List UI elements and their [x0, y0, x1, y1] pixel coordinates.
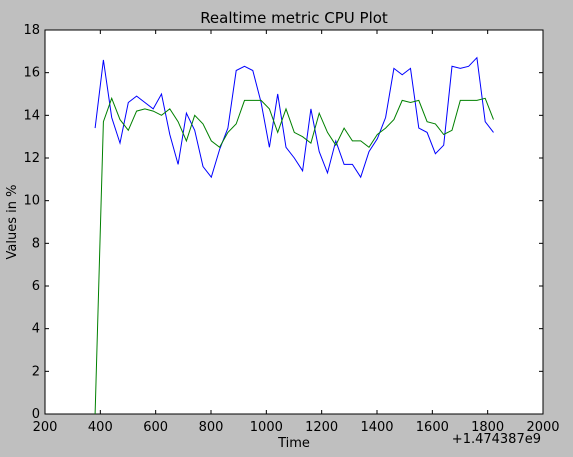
x-tick-label: 1000	[250, 420, 283, 435]
x-tick-label: 600	[143, 420, 168, 435]
y-tick-label: 10	[23, 194, 40, 209]
plot-area	[44, 29, 544, 415]
x-tick-label: 1200	[305, 420, 338, 435]
y-tick-label: 8	[32, 236, 40, 251]
series-line-2	[94, 96, 494, 415]
y-tick-label: 14	[23, 108, 40, 123]
chart-title: Realtime metric CPU Plot	[200, 9, 388, 27]
x-tick-label: 1800	[471, 420, 504, 435]
x-tick-label: 400	[88, 420, 113, 435]
y-axis-label: Values in %	[5, 185, 20, 260]
y-tick-label: 0	[32, 407, 40, 422]
x-tick-label: 800	[199, 420, 224, 435]
x-tick-label: 1400	[360, 420, 393, 435]
y-tick-label: 18	[23, 23, 40, 38]
y-tick-label: 4	[32, 322, 40, 337]
y-tick-label: 16	[23, 66, 40, 81]
x-tick-label: 200	[33, 420, 58, 435]
y-tick-label: 6	[32, 279, 40, 294]
x-axis-label: Time	[277, 436, 310, 451]
series-line-1	[94, 56, 494, 179]
x-tick-label: 1600	[416, 420, 449, 435]
x-tick-label: 2000	[526, 420, 559, 435]
x-offset-label: +1.474387e9	[452, 432, 541, 447]
y-tick-label: 2	[32, 364, 40, 379]
y-tick-label: 12	[23, 151, 40, 166]
